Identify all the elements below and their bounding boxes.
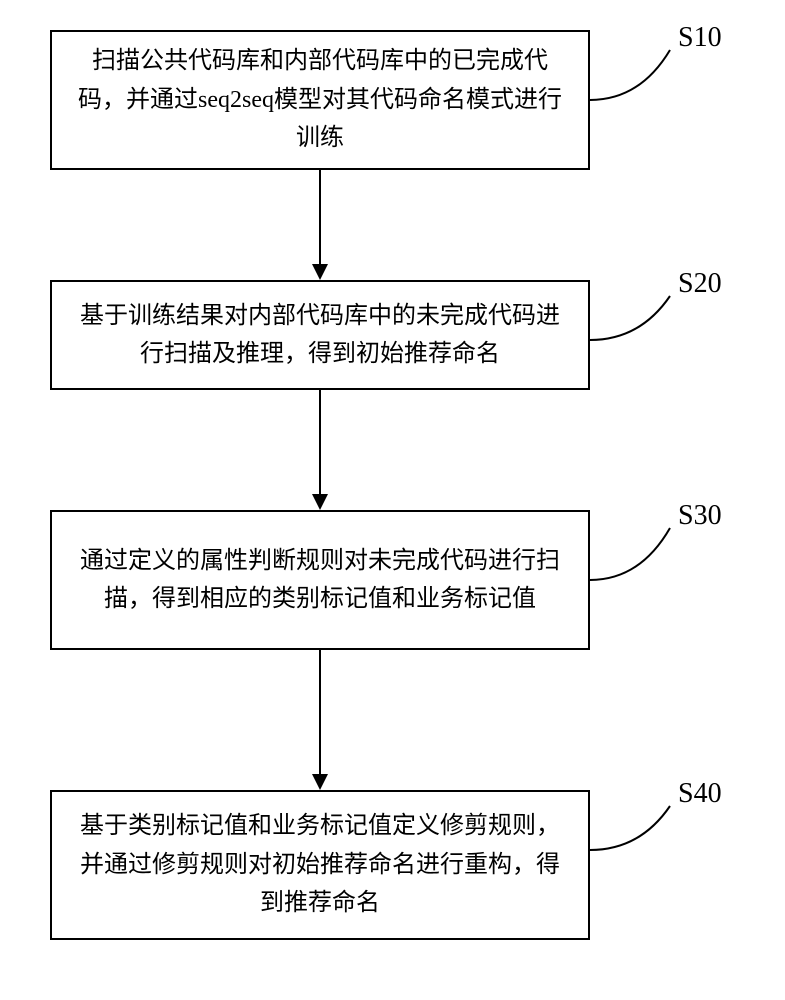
flow-box-s40: 基于类别标记值和业务标记值定义修剪规则，并通过修剪规则对初始推荐命名进行重构，得… xyxy=(50,790,590,940)
step-label-s10: S10 xyxy=(678,22,722,54)
arrow-line-3 xyxy=(319,650,321,774)
flow-box-s20-text: 基于训练结果对内部代码库中的未完成代码进行扫描及推理，得到初始推荐命名 xyxy=(72,297,568,374)
arrow-head-3 xyxy=(312,774,328,790)
arrow-head-1 xyxy=(312,264,328,280)
connector-curve-s30 xyxy=(590,500,680,590)
connector-curve-s10 xyxy=(590,22,680,112)
arrow-line-2 xyxy=(319,390,321,494)
flow-box-s30-text: 通过定义的属性判断规则对未完成代码进行扫描，得到相应的类别标记值和业务标记值 xyxy=(72,542,568,619)
step-label-s40: S40 xyxy=(678,778,722,810)
flowchart-container: 扫描公共代码库和内部代码库中的已完成代码，并通过seq2seq模型对其代码命名模… xyxy=(0,0,785,1000)
flow-box-s20: 基于训练结果对内部代码库中的未完成代码进行扫描及推理，得到初始推荐命名 xyxy=(50,280,590,390)
flow-box-s40-text: 基于类别标记值和业务标记值定义修剪规则，并通过修剪规则对初始推荐命名进行重构，得… xyxy=(72,807,568,922)
flow-box-s10-text: 扫描公共代码库和内部代码库中的已完成代码，并通过seq2seq模型对其代码命名模… xyxy=(72,42,568,157)
step-label-s30: S30 xyxy=(678,500,722,532)
arrow-line-1 xyxy=(319,170,321,264)
connector-curve-s20 xyxy=(590,268,680,358)
step-label-s20: S20 xyxy=(678,268,722,300)
flow-box-s30: 通过定义的属性判断规则对未完成代码进行扫描，得到相应的类别标记值和业务标记值 xyxy=(50,510,590,650)
arrow-head-2 xyxy=(312,494,328,510)
flow-box-s10: 扫描公共代码库和内部代码库中的已完成代码，并通过seq2seq模型对其代码命名模… xyxy=(50,30,590,170)
connector-curve-s40 xyxy=(590,778,680,868)
